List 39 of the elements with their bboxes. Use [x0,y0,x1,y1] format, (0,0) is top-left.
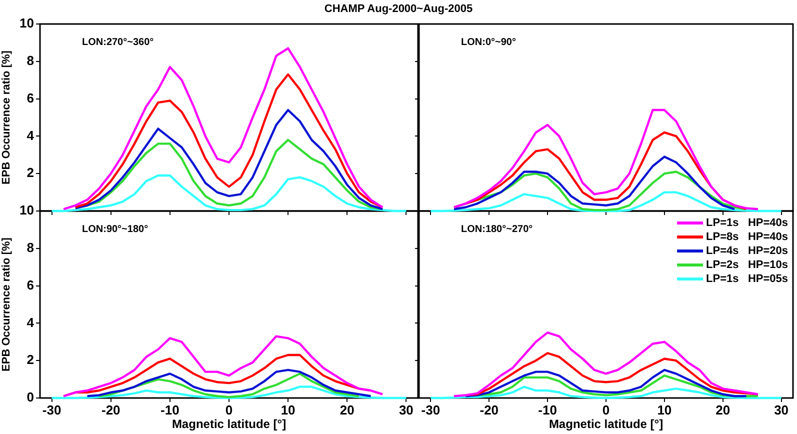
x-tick-label: 20 [340,402,354,418]
y-tick-label: 8 [26,240,34,255]
annotation: LON:90°~180° [82,224,148,235]
y-tick-label: 10 [20,202,34,218]
legend-label: LP=1s HP=05s [706,273,788,286]
y-tick-label: 10 [20,16,34,31]
annotation: LON:180°~270° [461,224,533,235]
x-tick-label: 20 [716,402,730,418]
annotation: LON:270°~360° [82,36,154,48]
x-tick-label: 30 [398,402,414,418]
y-tick-label: 6 [26,90,34,106]
x-tick-label: -30 [42,402,62,418]
x-tick-label: 10 [657,402,672,418]
y-axis-title: EPB Occurrence ratio [%] [0,50,13,184]
x-tick-label: -10 [538,402,557,418]
x-axis-title: Magnetic latitude [°] [172,417,286,432]
x-tick-label: 0 [602,402,610,418]
y-tick-label: 4 [26,314,35,330]
y-tick-label: 2 [26,165,34,180]
y-tick-label: 0 [26,390,34,405]
x-tick-label: 10 [280,402,296,418]
legend-label: LP=1s HP=40s [706,217,788,230]
legend-label: LP=8s HP=40s [706,231,788,244]
y-axis-title: EPB Occurrence ratio [%] [0,237,13,372]
chart-title: CHAMP Aug-2000~Aug-2005 [323,3,474,15]
x-tick-label: -10 [160,402,180,418]
x-tick-label: 30 [774,402,789,418]
x-tick-label: -20 [480,402,499,418]
y-tick-label: 4 [26,128,35,143]
x-tick-label: -30 [421,402,440,418]
legend-label: LP=4s HP=20s [706,245,788,258]
y-tick-label: 8 [26,52,34,68]
y-tick-label: 2 [26,352,34,368]
x-tick-label: 0 [225,402,233,418]
x-tick-label: -20 [101,402,120,418]
annotation: LON:0°~90° [461,36,516,48]
x-axis-title: Magnetic latitude [°] [548,417,664,432]
y-tick-label: 6 [26,277,34,292]
legend-label: LP=2s HP=10s [706,259,788,272]
